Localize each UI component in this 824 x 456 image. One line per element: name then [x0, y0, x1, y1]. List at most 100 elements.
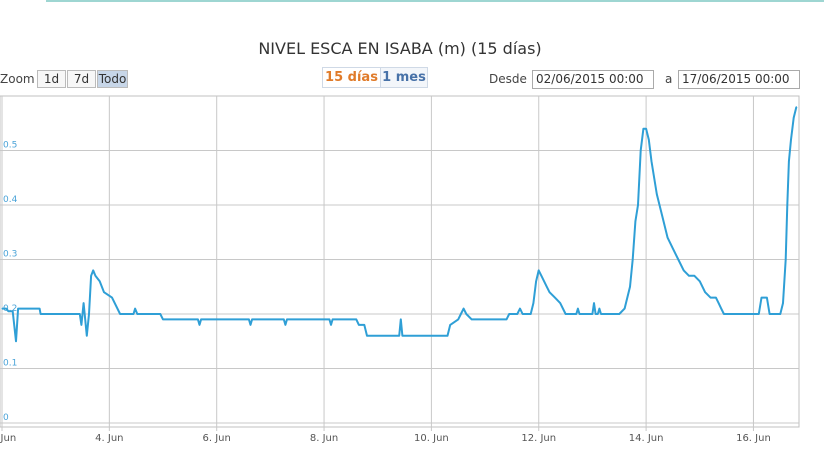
data-point — [92, 269, 94, 271]
data-point — [717, 302, 720, 304]
data-point — [683, 269, 685, 271]
data-point — [446, 335, 449, 337]
y-tick-label: 0.4 — [3, 195, 18, 205]
data-point — [248, 318, 250, 321]
data-point — [793, 117, 795, 119]
data-point — [672, 248, 674, 250]
x-axis-ticks: 2. Jun 4. Jun 6. Jun 8. Jun 10. Jun 12. Jun 14… — [0, 433, 771, 444]
data-point — [634, 220, 636, 222]
data-point — [637, 204, 639, 206]
series-line — [2, 106, 798, 343]
data-point — [642, 128, 645, 130]
x-tick-label: 16. Jun — [736, 433, 771, 444]
data-point — [598, 307, 601, 310]
series-points — [1, 106, 797, 342]
data-point — [1, 307, 3, 310]
data-point — [88, 313, 90, 315]
data-point — [134, 307, 136, 310]
data-point — [119, 313, 121, 315]
data-point — [578, 313, 581, 315]
data-point — [766, 297, 768, 299]
data-point — [600, 313, 602, 315]
data-point — [251, 318, 253, 321]
data-point — [82, 302, 85, 304]
data-point — [790, 139, 792, 141]
data-point — [564, 313, 567, 315]
x-grid — [1, 96, 754, 431]
x-tick-label: 6. Jun — [203, 433, 231, 444]
data-point — [795, 106, 797, 108]
data-point — [661, 215, 663, 217]
data-point — [595, 313, 597, 315]
data-point — [645, 128, 647, 130]
data-point — [538, 269, 540, 271]
zoom-1d-button[interactable]: 1d — [37, 70, 66, 88]
data-point — [554, 297, 556, 299]
x-tick-label: 10. Jun — [414, 433, 449, 444]
data-point — [463, 307, 465, 310]
data-point — [286, 318, 288, 321]
from-label: Desde — [489, 72, 527, 86]
data-point — [666, 237, 669, 239]
data-point — [136, 313, 138, 315]
data-point — [38, 307, 41, 310]
y-tick-label: 0.5 — [3, 141, 17, 151]
zoom-7d-button[interactable]: 7d — [67, 70, 96, 88]
data-point — [760, 297, 763, 299]
data-point — [530, 313, 532, 315]
data-point — [355, 318, 357, 321]
data-point — [162, 318, 164, 321]
data-point — [546, 286, 548, 288]
chart-title: NIVEL ESCA EN ISABA (m) (15 días) — [258, 39, 542, 58]
data-point — [786, 204, 788, 206]
data-point — [197, 318, 199, 321]
zoom-all-button[interactable]: Todo — [97, 70, 128, 88]
data-point — [132, 313, 135, 315]
data-point — [330, 324, 332, 326]
y-grid — [0, 150, 799, 424]
x-tick-label: 2. Jun — [0, 433, 16, 444]
data-point — [94, 275, 96, 277]
data-point — [779, 313, 781, 315]
data-point — [540, 275, 543, 277]
data-point — [200, 318, 202, 321]
range-1-month-button[interactable]: 1 mes — [382, 70, 426, 85]
data-point — [17, 307, 19, 310]
data-point — [720, 307, 722, 310]
y-tick-label: 0.1 — [3, 359, 17, 369]
data-point — [593, 302, 595, 304]
data-point — [677, 258, 679, 261]
data-point — [785, 258, 787, 261]
data-point — [401, 335, 404, 337]
to-label: a — [665, 72, 673, 86]
data-point — [84, 318, 86, 321]
data-point — [704, 291, 706, 293]
data-point — [283, 318, 285, 321]
data-point — [12, 310, 14, 312]
to-date-input[interactable]: 17/06/2015 00:00 — [678, 70, 800, 89]
data-point — [457, 318, 459, 321]
y-axis-ticks: 0 0.1 0.2 0.3 0.4 0.5 — [3, 141, 18, 424]
range-15-days-button[interactable]: 15 días — [323, 68, 381, 87]
data-point — [522, 313, 524, 315]
data-point — [548, 291, 551, 293]
data-point — [656, 193, 658, 195]
data-point — [715, 297, 717, 299]
data-point — [788, 160, 790, 162]
data-point — [782, 302, 784, 304]
data-point — [15, 340, 17, 342]
from-date-input[interactable]: 02/06/2015 00:00 — [532, 70, 654, 89]
x-tick-label: 14. Jun — [629, 433, 664, 444]
data-point — [508, 313, 510, 315]
zoom-label: Zoom — [0, 72, 35, 86]
data-point — [577, 307, 579, 310]
y-tick-label: 0.3 — [3, 250, 17, 260]
data-point — [640, 149, 642, 152]
data-point — [709, 297, 712, 299]
data-point — [516, 313, 518, 315]
data-point — [332, 318, 334, 321]
data-point — [505, 318, 508, 321]
data-point — [79, 313, 81, 315]
data-point — [7, 310, 10, 312]
data-point — [699, 280, 701, 282]
